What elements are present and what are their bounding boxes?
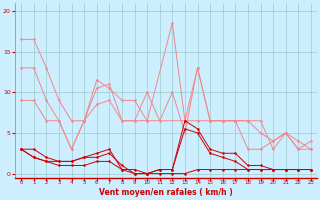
X-axis label: Vent moyen/en rafales ( km/h ): Vent moyen/en rafales ( km/h ) [99, 188, 233, 197]
